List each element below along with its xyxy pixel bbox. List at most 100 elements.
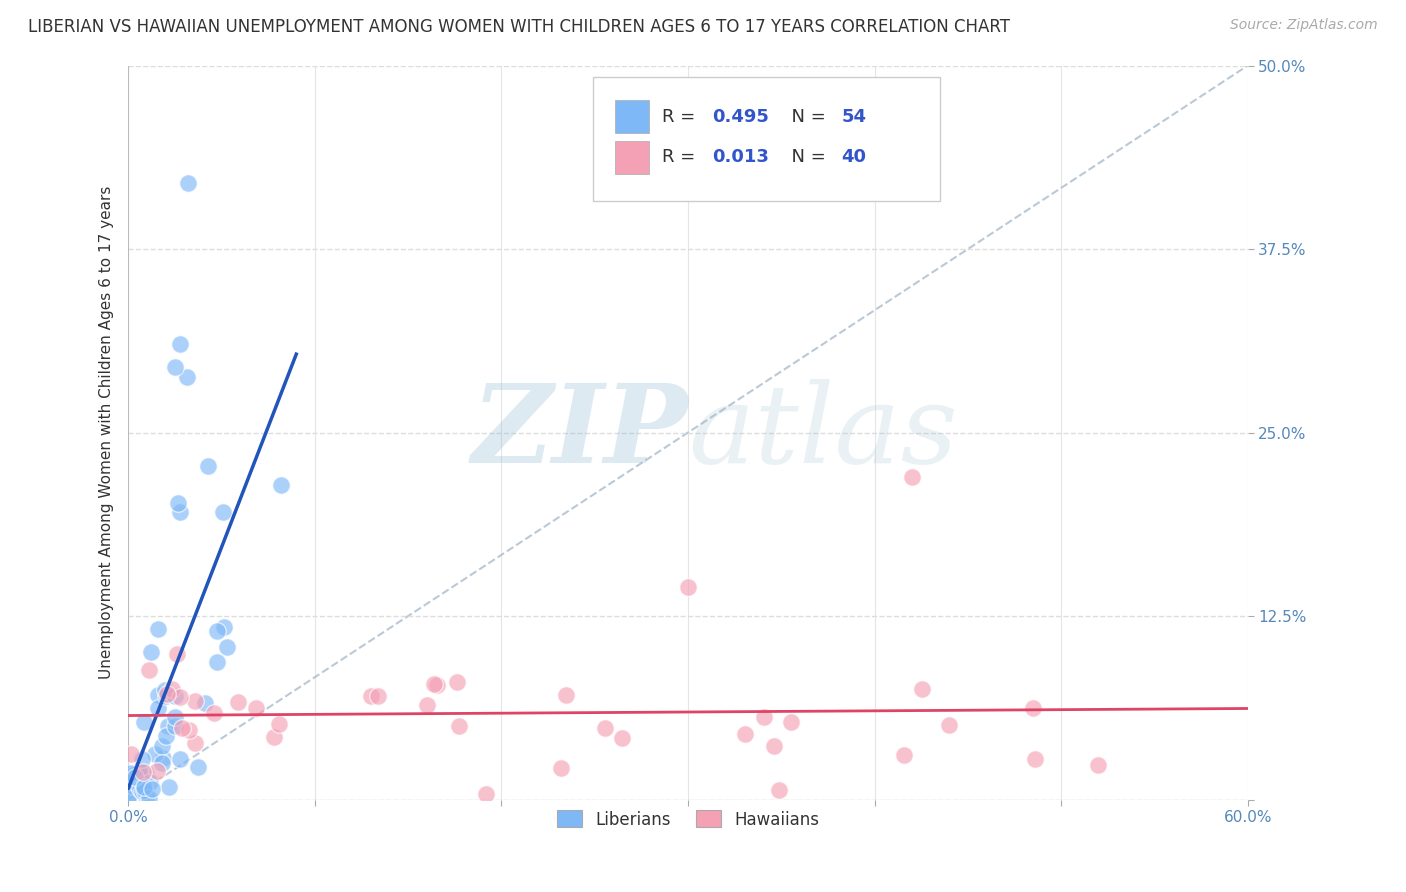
Point bbox=[360, 689, 382, 703]
Point bbox=[118, 788, 141, 802]
Point bbox=[267, 717, 290, 731]
Point bbox=[145, 764, 167, 778]
Point bbox=[205, 624, 228, 638]
Point bbox=[148, 689, 170, 703]
Point bbox=[194, 696, 217, 710]
Point bbox=[134, 715, 156, 730]
Point bbox=[155, 683, 177, 698]
Point bbox=[263, 730, 285, 744]
Text: Source: ZipAtlas.com: Source: ZipAtlas.com bbox=[1230, 18, 1378, 32]
Point bbox=[163, 689, 186, 703]
Point bbox=[184, 694, 207, 708]
Point bbox=[120, 747, 142, 761]
Point bbox=[120, 766, 142, 780]
Point bbox=[131, 781, 153, 796]
Point bbox=[121, 768, 143, 782]
Point bbox=[141, 782, 163, 797]
Text: 40: 40 bbox=[841, 148, 866, 166]
Point bbox=[131, 783, 153, 797]
Point bbox=[134, 768, 156, 782]
Point bbox=[187, 760, 209, 774]
Point bbox=[446, 674, 468, 689]
Point bbox=[152, 750, 174, 764]
Point bbox=[134, 785, 156, 799]
Point bbox=[134, 782, 156, 797]
Point bbox=[163, 359, 186, 374]
Point bbox=[202, 706, 225, 720]
Point bbox=[763, 739, 786, 753]
Text: LIBERIAN VS HAWAIIAN UNEMPLOYMENT AMONG WOMEN WITH CHILDREN AGES 6 TO 17 YEARS C: LIBERIAN VS HAWAIIAN UNEMPLOYMENT AMONG … bbox=[28, 18, 1010, 36]
Point bbox=[245, 701, 267, 715]
Point bbox=[780, 715, 803, 730]
Text: N =: N = bbox=[780, 108, 831, 126]
Point bbox=[676, 580, 699, 594]
Point bbox=[176, 370, 198, 384]
Point bbox=[131, 752, 153, 766]
FancyBboxPatch shape bbox=[616, 101, 648, 134]
Point bbox=[163, 710, 186, 724]
FancyBboxPatch shape bbox=[616, 141, 648, 174]
Point bbox=[184, 736, 207, 750]
Point bbox=[138, 663, 160, 677]
Point bbox=[768, 782, 790, 797]
Point bbox=[177, 176, 200, 190]
Point bbox=[226, 695, 249, 709]
Point bbox=[554, 688, 576, 702]
Y-axis label: Unemployment Among Women with Children Ages 6 to 17 years: Unemployment Among Women with Children A… bbox=[100, 186, 114, 679]
Point bbox=[447, 719, 470, 733]
Point bbox=[143, 747, 166, 761]
Text: 0.013: 0.013 bbox=[713, 148, 769, 166]
Point bbox=[893, 747, 915, 762]
Point bbox=[122, 779, 145, 793]
Point bbox=[124, 770, 146, 784]
Point bbox=[156, 687, 179, 701]
Point bbox=[166, 496, 188, 510]
Point bbox=[270, 478, 292, 492]
Point bbox=[134, 780, 156, 794]
Point bbox=[128, 764, 150, 778]
Point bbox=[734, 727, 756, 741]
Point bbox=[146, 623, 169, 637]
Point bbox=[146, 701, 169, 715]
Point bbox=[550, 761, 572, 775]
Point bbox=[150, 756, 173, 771]
Point bbox=[1022, 701, 1045, 715]
Legend: Liberians, Hawaiians: Liberians, Hawaiians bbox=[550, 804, 825, 835]
Point bbox=[169, 505, 191, 519]
Point bbox=[134, 764, 156, 779]
Point bbox=[752, 710, 775, 724]
Point bbox=[593, 721, 616, 735]
Point bbox=[150, 739, 173, 754]
Point bbox=[169, 752, 191, 766]
Point bbox=[141, 645, 163, 659]
Point bbox=[179, 723, 201, 737]
Point bbox=[121, 775, 143, 789]
Text: 54: 54 bbox=[841, 108, 866, 126]
Point bbox=[117, 791, 139, 805]
Point bbox=[169, 337, 191, 351]
Point bbox=[1087, 758, 1109, 772]
Point bbox=[426, 678, 449, 692]
Point bbox=[169, 690, 191, 704]
Point bbox=[138, 791, 160, 805]
Point bbox=[132, 764, 155, 779]
Text: N =: N = bbox=[780, 148, 831, 166]
FancyBboxPatch shape bbox=[593, 77, 939, 202]
Point bbox=[901, 469, 924, 483]
Text: atlas: atlas bbox=[688, 379, 957, 486]
Point bbox=[911, 681, 934, 696]
Point bbox=[610, 731, 633, 745]
Point bbox=[416, 698, 439, 712]
Point bbox=[197, 458, 219, 473]
Point bbox=[128, 782, 150, 797]
Point bbox=[938, 718, 960, 732]
Point bbox=[215, 640, 238, 654]
Text: ZIP: ZIP bbox=[471, 379, 688, 486]
Point bbox=[132, 777, 155, 791]
Point bbox=[160, 682, 183, 697]
Point bbox=[157, 780, 180, 795]
Point bbox=[155, 689, 177, 703]
Point bbox=[135, 790, 157, 805]
Point bbox=[423, 677, 446, 691]
Point bbox=[166, 647, 188, 661]
